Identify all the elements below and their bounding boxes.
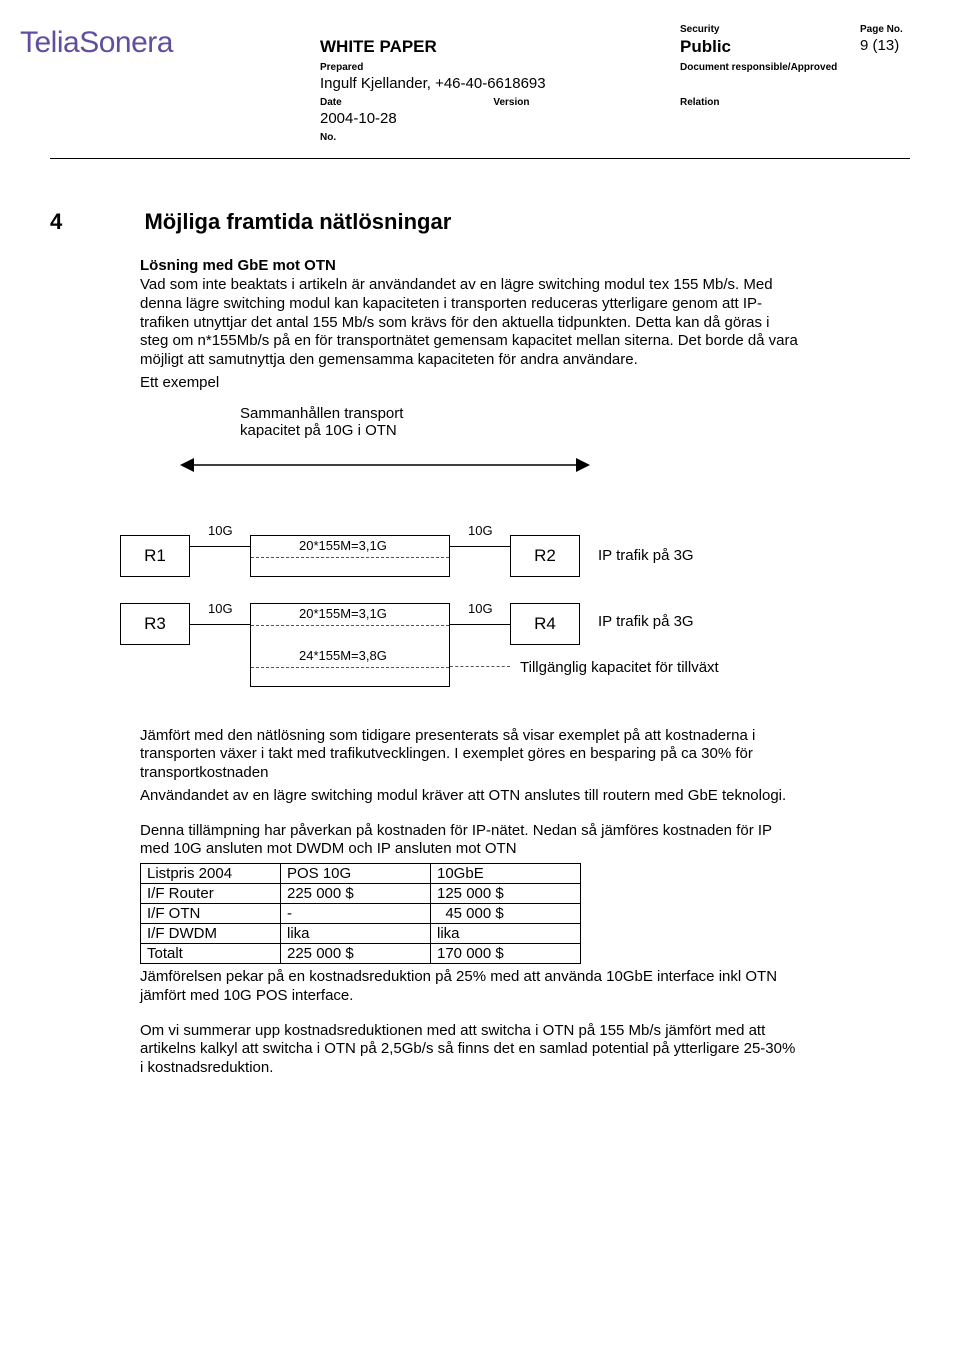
document-header: TeliaSonera Security Page No. WHITE PAPE… [50,20,910,144]
cost-table: Listpris 2004 POS 10G 10GbE I/F Router 2… [140,863,581,964]
seg-label-3: 24*155M=3,8G [299,648,387,663]
midbox-2: 20*155M=3,1G 24*155M=3,8G [250,603,450,687]
body-block-1: Lösning med GbE mot OTN Vad som inte bea… [140,257,800,393]
paragraph-1b: Ett exempel [140,374,800,393]
table-cell: 10GbE [431,864,581,884]
logo-part1: Telia [20,26,79,59]
table-cell: Listpris 2004 [141,864,281,884]
node-r4: R4 [510,603,580,645]
midbox-1: 20*155M=3,1G [250,535,450,577]
table-cell: 170 000 $ [431,944,581,964]
available-capacity-label: Tillgänglig kapacitet för tillväxt [520,659,719,676]
body-block-2: Jämfört med den nätlösning som tidigare … [140,727,800,1078]
paragraph-3: Denna tillämpning har påverkan på kostna… [140,822,800,860]
logo-part2: Sonera [79,26,173,59]
link-label-10g-4: 10G [468,601,493,616]
paragraph-5: Om vi summerar upp kostnadsreduktionen m… [140,1022,800,1078]
table-cell: POS 10G [281,864,431,884]
prepared-value: Ingulf Kjellander, +46-40-6618693 [320,75,546,92]
security-value: Public [680,37,731,56]
section-heading: 4 Möjliga framtida nätlösningar [50,209,910,235]
link-label-10g-1: 10G [208,523,233,538]
seg-label-2: 20*155M=3,1G [299,606,387,621]
docresp-label: Document responsible/Approved [680,62,837,73]
section-number: 4 [50,209,140,235]
table-cell: I/F Router [141,884,281,904]
version-label: Version [493,97,529,108]
diagram-caption: Sammanhållen transport kapacitet på 10G … [240,405,460,439]
paragraph-1: Vad som inte beaktats i artikeln är anvä… [140,276,800,370]
table-cell: 125 000 $ [431,884,581,904]
page-label: Page No. [860,24,903,35]
logo: TeliaSonera [20,26,173,60]
table-row: I/F Router 225 000 $ 125 000 $ [141,884,581,904]
ip-traffic-label-1: IP trafik på 3G [598,547,694,564]
relation-label: Relation [680,97,719,108]
table-cell: lika [431,924,581,944]
page-value: 9 (13) [860,37,899,54]
table-row: Totalt 225 000 $ 170 000 $ [141,944,581,964]
table-row: I/F DWDM lika lika [141,924,581,944]
table-cell: 45 000 $ [431,904,581,924]
table-cell: lika [281,924,431,944]
date-value: 2004-10-28 [320,110,397,127]
link-label-10g-3: 10G [208,601,233,616]
seg-label-1: 20*155M=3,1G [299,538,387,553]
table-cell: I/F DWDM [141,924,281,944]
white-paper-title: WHITE PAPER [320,37,437,56]
table-cell: 225 000 $ [281,884,431,904]
diagram-row-2: R3 10G 20*155M=3,1G 24*155M=3,8G 10G R4 … [120,603,840,703]
table-cell: Totalt [141,944,281,964]
subheading-1: Lösning med GbE mot OTN [140,257,800,274]
network-diagram: R1 10G 20*155M=3,1G 10G R2 IP trafik på … [120,453,840,703]
date-label: Date [320,97,490,108]
no-label: No. [320,132,336,143]
table-cell: I/F OTN [141,904,281,924]
table-row: Listpris 2004 POS 10G 10GbE [141,864,581,884]
table-row: I/F OTN - 45 000 $ [141,904,581,924]
arrow-double [180,453,590,477]
paragraph-2: Jämfört med den nätlösning som tidigare … [140,727,800,783]
security-label: Security [680,24,719,35]
paragraph-2b: Användandet av en lägre switching modul … [140,787,800,806]
header-table: Security Page No. WHITE PAPER Public 9 (… [320,20,960,144]
node-r1: R1 [120,535,190,577]
prepared-label: Prepared [320,62,363,73]
section-title: Möjliga framtida nätlösningar [144,209,451,234]
diagram-row-1: R1 10G 20*155M=3,1G 10G R2 IP trafik på … [120,525,840,587]
link-label-10g-2: 10G [468,523,493,538]
ip-traffic-label-2: IP trafik på 3G [598,613,694,630]
table-cell: - [281,904,431,924]
node-r3: R3 [120,603,190,645]
header-divider [50,158,910,159]
paragraph-4: Jämförelsen pekar på en kostnadsreduktio… [140,968,800,1006]
table-cell: 225 000 $ [281,944,431,964]
node-r2: R2 [510,535,580,577]
